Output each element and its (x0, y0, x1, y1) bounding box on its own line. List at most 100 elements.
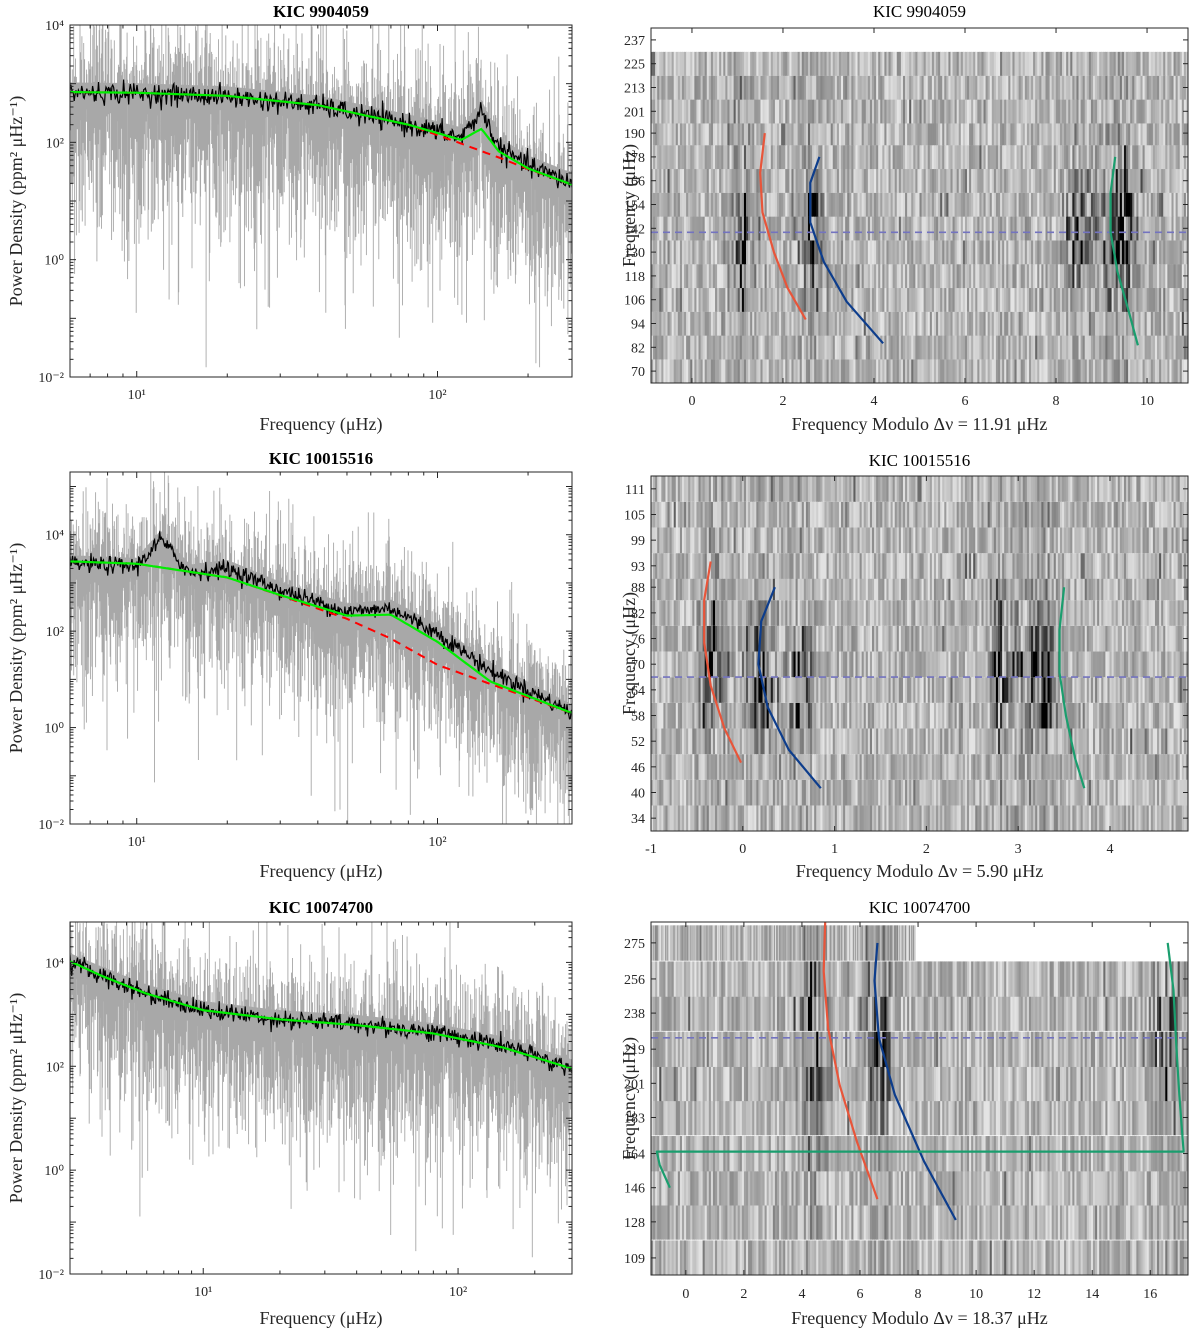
heatmap-cell (958, 359, 962, 383)
heatmap-cell (1037, 168, 1040, 193)
heatmap-cell (1113, 335, 1117, 360)
heatmap-cell (696, 75, 700, 100)
heatmap-cell (1117, 145, 1121, 170)
heatmap-cell (919, 192, 923, 217)
heatmap-cell (708, 168, 712, 193)
heatmap-cell (909, 99, 912, 124)
heatmap-cell (1008, 145, 1011, 170)
heatmap-cell (690, 121, 693, 146)
heatmap-cell (752, 192, 755, 217)
heatmap-cell (1179, 145, 1183, 170)
heatmap-cell (855, 779, 859, 806)
heatmap-cell (717, 335, 720, 360)
heatmap-cell (1076, 75, 1080, 100)
heatmap-cell (1022, 121, 1026, 146)
heatmap-cell (1126, 779, 1129, 806)
heatmap-cell (1008, 75, 1011, 100)
heatmap-cell (721, 754, 724, 780)
heatmap-cell (1086, 287, 1090, 312)
heatmap-cell (960, 240, 964, 265)
heatmap-cell (927, 335, 931, 360)
heatmap-cell (1177, 287, 1181, 312)
heatmap-cell (1109, 335, 1113, 360)
heatmap-cell (838, 192, 842, 217)
x-axis-label: Frequency Modulo Δν = 11.91 μHz (792, 414, 1048, 434)
heatmap-cell (690, 264, 693, 289)
heatmap-cell (1154, 168, 1158, 193)
heatmap-cell (1165, 145, 1168, 170)
heatmap-cell (1049, 240, 1053, 265)
heatmap-cell (1140, 335, 1144, 360)
heatmap-cell (867, 287, 871, 312)
heatmap-cell (954, 99, 958, 124)
heatmap-cell (772, 754, 776, 780)
heatmap-cell (1099, 51, 1102, 76)
heatmap-cell (741, 359, 745, 383)
heatmap-cell (1163, 335, 1166, 360)
heatmap-cell (952, 359, 956, 383)
heatmap-cell (952, 240, 956, 265)
heatmap-cell (952, 99, 956, 124)
heatmap-cell (673, 264, 677, 289)
heatmap-cell (1014, 99, 1018, 124)
heatmap-cell (898, 264, 902, 289)
heatmap-cell (1138, 805, 1142, 831)
heatmap-cell (760, 335, 764, 360)
heatmap-cell (1049, 754, 1053, 780)
heatmap-cell (1107, 240, 1111, 265)
heatmap-cell (704, 264, 708, 289)
heatmap-cell (719, 216, 722, 241)
heatmap-cell (688, 192, 691, 217)
heatmap-cell (1146, 168, 1150, 193)
heatmap-cell (1000, 359, 1003, 383)
heatmap-cell (824, 216, 828, 241)
heatmap-cell (1115, 51, 1119, 76)
heatmap-cell (805, 240, 809, 265)
heatmap-cell (1006, 121, 1009, 146)
heatmap-cell (1033, 311, 1036, 336)
heatmap-cell (768, 145, 772, 170)
heatmap-cell (684, 216, 687, 241)
heatmap-cell (690, 99, 693, 124)
heatmap-cell (735, 240, 739, 265)
heatmap-cell (690, 168, 693, 193)
heatmap-cell (1084, 311, 1088, 336)
heatmap-cell (797, 145, 801, 170)
heatmap-cell (1008, 264, 1011, 289)
heatmap-cell (793, 264, 797, 289)
model-fit-line (70, 960, 572, 1070)
heatmap-cell (657, 168, 660, 193)
heatmap-cell (977, 192, 980, 217)
heatmap-cell (1049, 192, 1053, 217)
heatmap-cell (1026, 754, 1030, 780)
heatmap-cell (1082, 264, 1086, 289)
heatmap-cell (671, 145, 675, 170)
heatmap-cell (917, 264, 921, 289)
heatmap-cell (696, 264, 700, 289)
heatmap-cell (1080, 264, 1084, 289)
heatmap-cell (948, 240, 952, 265)
heatmap-cell (1144, 779, 1148, 806)
heatmap-cell (1150, 287, 1154, 312)
heatmap-cell (783, 192, 786, 217)
heatmap-cell (874, 51, 877, 76)
heatmap-cell (1159, 805, 1162, 831)
heatmap-cell (1059, 754, 1063, 780)
heatmap-cell (756, 75, 759, 100)
heatmap-cell (785, 359, 788, 383)
heatmap-cell (667, 779, 671, 806)
heatmap-cell (822, 779, 826, 806)
heatmap-cell (929, 216, 933, 241)
heatmap-cell (921, 359, 925, 383)
heatmap-cell (1074, 754, 1078, 780)
heatmap-cell (1031, 192, 1034, 217)
heatmap-cell (853, 75, 857, 100)
heatmap-cell (907, 145, 910, 170)
heatmap-cell (1099, 75, 1102, 100)
heatmap-cell (1167, 168, 1171, 193)
heatmap-cell (673, 75, 677, 100)
heatmap-cell (704, 287, 708, 312)
heatmap-cell (1095, 192, 1098, 217)
heatmap-cell (721, 168, 724, 193)
